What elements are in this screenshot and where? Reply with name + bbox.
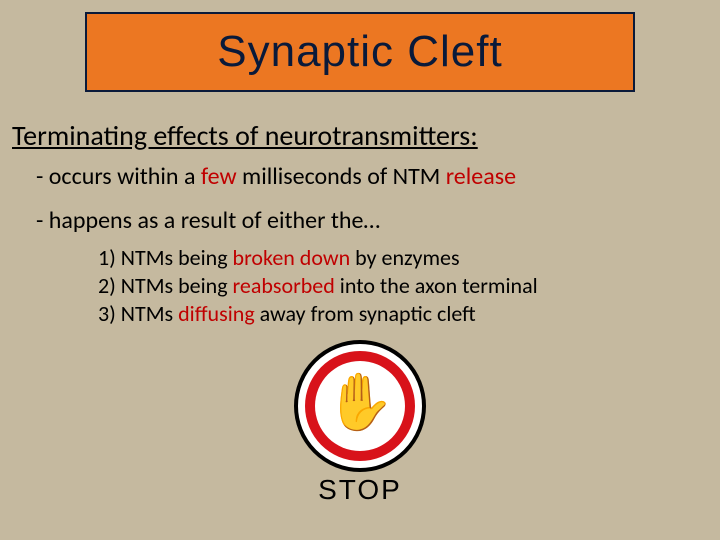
stop-sign-white-center: ✋ [315, 361, 405, 451]
list-item-2-prefix: 2) NTMs being [98, 272, 233, 299]
list-item-3-red: diffusing [178, 300, 255, 327]
bullet-2: - happens as a result of either the… [36, 206, 380, 235]
stop-label: STOP [318, 474, 402, 506]
bullet-1-red-2: release [446, 162, 516, 191]
list-item-1-prefix: 1) NTMs being [98, 244, 233, 271]
list-item-3-suffix: away from synaptic cleft [255, 300, 476, 327]
list-item-2-red: reabsorbed [233, 272, 335, 299]
stop-sign-graphic: ✋ STOP [272, 340, 448, 516]
slide-title: Synaptic Cleft [217, 27, 502, 77]
bullet-1: - occurs within a few milliseconds of NT… [36, 162, 516, 191]
list-item-3-prefix: 3) NTMs [98, 300, 178, 327]
list-item-2: 2) NTMs being reabsorbed into the axon t… [98, 272, 538, 299]
list-item-1: 1) NTMs being broken down by enzymes [98, 244, 460, 271]
bullet-1-prefix: - occurs within a [36, 162, 201, 191]
bullet-1-red-1: few [201, 162, 237, 191]
list-item-2-suffix: into the axon terminal [335, 272, 538, 299]
list-item-1-red: broken down [233, 244, 351, 271]
title-box: Synaptic Cleft [85, 12, 635, 92]
hand-icon: ✋ [325, 369, 395, 437]
list-item-1-suffix: by enzymes [350, 244, 459, 271]
list-item-3: 3) NTMs diffusing away from synaptic cle… [98, 300, 476, 327]
section-heading: Terminating effects of neurotransmitters… [12, 118, 478, 153]
stop-sign-red-ring: ✋ [305, 351, 415, 461]
stop-sign-outer-ring: ✋ [294, 340, 426, 472]
bullet-1-mid: milliseconds of NTM [237, 162, 446, 191]
